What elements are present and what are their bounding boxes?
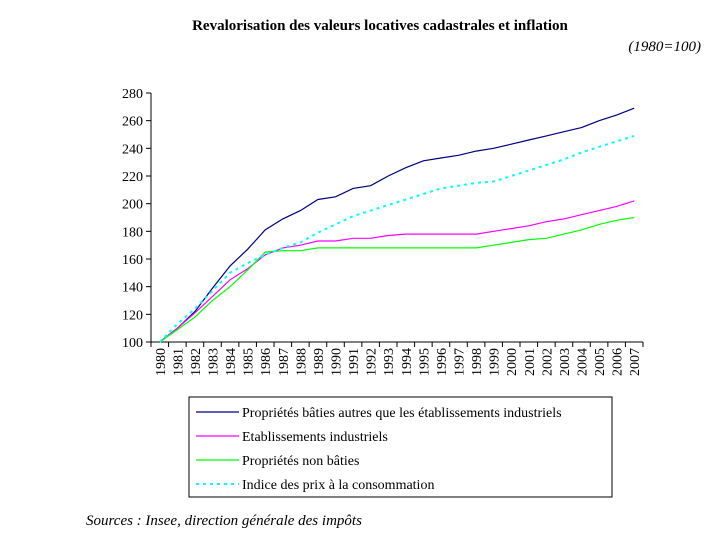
x-tick-label: 1994 bbox=[400, 348, 415, 376]
x-tick-label: 1991 bbox=[347, 348, 362, 376]
x-tick-label: 1993 bbox=[382, 348, 397, 376]
x-tick-label: 2007 bbox=[628, 348, 643, 376]
y-tick-label: 240 bbox=[122, 142, 143, 157]
x-tick-label: 1999 bbox=[488, 348, 503, 376]
x-tick-label: 1980 bbox=[154, 348, 169, 376]
legend-label: Propriétés non bâties bbox=[242, 454, 359, 469]
series-line bbox=[159, 200, 635, 343]
legend-label: Indice des prix à la consommation bbox=[242, 478, 434, 493]
x-tick-label: 1996 bbox=[435, 348, 450, 376]
y-tick-label: 280 bbox=[122, 87, 143, 102]
x-tick-label: 1986 bbox=[259, 348, 274, 376]
x-tick-label: 2005 bbox=[593, 348, 608, 376]
x-tick-label: 2000 bbox=[505, 348, 520, 376]
x-tick-label: 1990 bbox=[330, 348, 345, 376]
x-tick-label: 1982 bbox=[189, 348, 204, 376]
x-tick-label: 2006 bbox=[611, 348, 626, 376]
chart-title: Revalorisation des valeurs locatives cad… bbox=[192, 18, 568, 34]
y-tick-label: 200 bbox=[122, 198, 143, 213]
x-tick-label: 2004 bbox=[576, 348, 591, 376]
legend-label: Propriétés bâties autres que les établis… bbox=[242, 406, 562, 421]
x-tick-label: 1983 bbox=[207, 348, 222, 376]
y-tick-label: 180 bbox=[122, 225, 143, 240]
x-tick-label: 1987 bbox=[277, 348, 292, 376]
series-line bbox=[159, 134, 635, 343]
y-tick-label: 140 bbox=[122, 281, 143, 296]
x-tick-label: 1988 bbox=[294, 348, 309, 376]
source-note: Sources : Insee, direction générale des … bbox=[86, 513, 362, 529]
y-tick-label: 260 bbox=[122, 115, 143, 130]
y-tick-label: 160 bbox=[122, 253, 143, 268]
series-line bbox=[159, 107, 635, 343]
chart-subtitle: (1980=100) bbox=[628, 39, 701, 55]
x-tick-label: 2001 bbox=[523, 348, 538, 376]
x-tick-label: 1995 bbox=[417, 348, 432, 376]
x-tick-label: 1992 bbox=[365, 348, 380, 376]
y-tick-label: 220 bbox=[122, 170, 143, 185]
x-tick-label: 1997 bbox=[453, 348, 468, 376]
legend-box bbox=[188, 396, 613, 498]
x-tick-label: 1998 bbox=[470, 348, 485, 376]
x-tick-label: 2003 bbox=[558, 348, 573, 376]
x-tick-label: 1989 bbox=[312, 348, 327, 376]
y-tick-label: 100 bbox=[122, 336, 143, 351]
series-line bbox=[159, 216, 635, 343]
x-tick-label: 1984 bbox=[224, 348, 239, 376]
legend-label: Etablissements industriels bbox=[242, 430, 388, 445]
x-tick-label: 1981 bbox=[171, 348, 186, 376]
x-tick-label: 1985 bbox=[242, 348, 257, 376]
x-tick-label: 2002 bbox=[540, 348, 555, 376]
y-tick-label: 120 bbox=[122, 308, 143, 323]
